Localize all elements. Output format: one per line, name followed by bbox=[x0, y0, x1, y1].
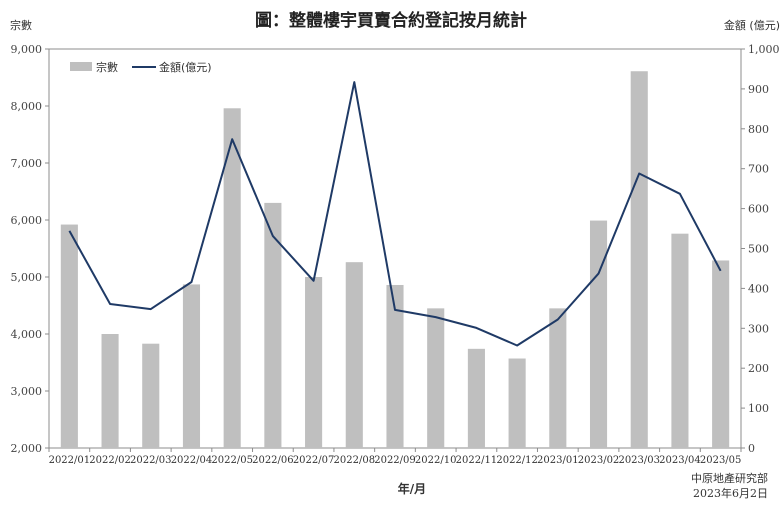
bar bbox=[427, 308, 445, 448]
bar bbox=[345, 262, 363, 448]
x-tick-label: 2022/06 bbox=[252, 455, 294, 466]
bar bbox=[589, 220, 608, 448]
left-tick-label: 7,000 bbox=[11, 157, 43, 170]
source-line-1: 中原地產研究部 bbox=[691, 471, 768, 485]
bar bbox=[223, 108, 241, 448]
left-axis-ticks: 2,000 3,000 4,000 5,000 6,000 7,000 8,000 9,000 bbox=[11, 43, 49, 455]
legend-line-label: 金額(億元) bbox=[159, 60, 212, 74]
bar bbox=[549, 308, 567, 448]
bar bbox=[467, 348, 485, 448]
right-tick-label: 500 bbox=[748, 243, 769, 256]
x-tick-label: 2023/01 bbox=[537, 455, 579, 466]
bar bbox=[60, 224, 78, 448]
left-tick-label: 5,000 bbox=[11, 271, 43, 284]
bar bbox=[712, 260, 730, 448]
bar bbox=[182, 284, 201, 448]
bar bbox=[508, 358, 526, 448]
right-tick-label: 600 bbox=[748, 203, 769, 216]
left-axis-unit: 宗數 bbox=[10, 18, 32, 32]
right-tick-label: 800 bbox=[748, 123, 769, 136]
bar bbox=[264, 202, 282, 448]
right-axis-ticks: 0 100 200 300 400 500 600 700 800 900 1,000 bbox=[741, 43, 780, 455]
legend-bar-label: 宗數 bbox=[96, 60, 118, 74]
right-tick-label: 1,000 bbox=[748, 43, 780, 56]
legend: 宗數 金額(億元) bbox=[70, 60, 212, 74]
line-series bbox=[68, 81, 722, 347]
left-tick-label: 6,000 bbox=[11, 214, 43, 227]
right-tick-label: 400 bbox=[748, 282, 769, 295]
bar-series bbox=[60, 71, 730, 448]
x-axis-label: 年/月 bbox=[398, 481, 426, 496]
right-tick-label: 900 bbox=[748, 83, 769, 96]
bar bbox=[630, 71, 648, 448]
x-tick-label: 2022/05 bbox=[211, 455, 253, 466]
left-tick-label: 9,000 bbox=[11, 43, 43, 56]
x-tick-label: 2022/08 bbox=[334, 455, 376, 466]
right-tick-label: 200 bbox=[748, 362, 769, 375]
x-tick-label: 2023/04 bbox=[659, 455, 701, 466]
x-axis-ticks: 2022/01 2022/02 2022/03 2022/04 2022/05 2022/… bbox=[48, 448, 742, 466]
x-tick-label: 2022/04 bbox=[171, 455, 213, 466]
left-tick-label: 3,000 bbox=[11, 385, 43, 398]
x-tick-label: 2023/03 bbox=[618, 455, 660, 466]
x-tick-label: 2023/02 bbox=[578, 455, 620, 466]
chart-title: 圖：整體樓宇買賣合約登記按月統計 bbox=[255, 10, 527, 31]
x-tick-label: 2022/02 bbox=[89, 455, 131, 466]
left-tick-label: 4,000 bbox=[11, 328, 43, 341]
source-line-2: 2023年6月2日 bbox=[693, 486, 768, 500]
bar bbox=[671, 233, 689, 448]
right-tick-label: 700 bbox=[748, 163, 769, 176]
right-tick-label: 0 bbox=[748, 442, 755, 455]
right-tick-label: 300 bbox=[748, 322, 769, 335]
left-tick-label: 8,000 bbox=[11, 100, 43, 113]
x-tick-label: 2023/05 bbox=[700, 455, 742, 466]
x-tick-label: 2022/11 bbox=[456, 455, 498, 466]
bar bbox=[305, 277, 323, 448]
x-tick-label: 2022/07 bbox=[293, 455, 335, 466]
bar bbox=[386, 284, 404, 448]
x-tick-label: 2022/03 bbox=[130, 455, 172, 466]
right-axis-unit: 金額 (億元) bbox=[724, 18, 780, 32]
amount-line bbox=[68, 81, 722, 347]
left-tick-label: 2,000 bbox=[11, 442, 43, 455]
x-tick-label: 2022/01 bbox=[49, 455, 91, 466]
legend-bar-swatch bbox=[70, 62, 92, 71]
bar bbox=[101, 334, 119, 448]
x-tick-label: 2022/09 bbox=[374, 455, 416, 466]
right-tick-label: 100 bbox=[748, 402, 769, 415]
x-tick-label: 2022/12 bbox=[496, 455, 538, 466]
bar bbox=[142, 343, 160, 448]
x-tick-label: 2022/10 bbox=[415, 455, 457, 466]
